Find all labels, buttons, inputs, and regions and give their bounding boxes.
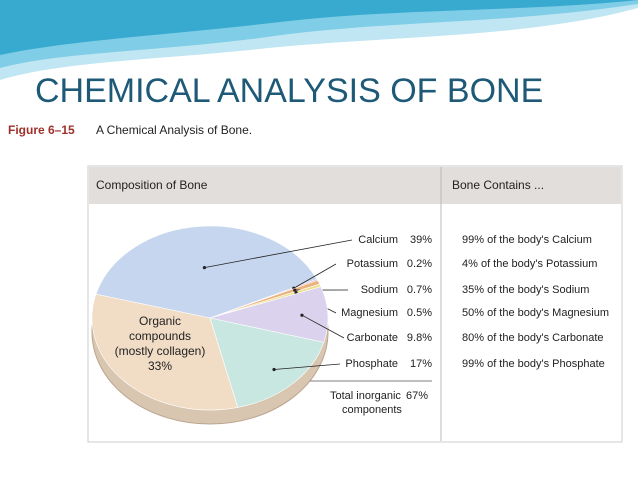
table-row: 99% of the body's Phosphate [462,358,605,370]
leader-dot [203,266,206,269]
slice-value: 39% [410,234,432,246]
slide-title: CHEMICAL ANALYSIS OF BONE [35,72,543,110]
slice-name: Calcium [358,234,398,246]
slice-name: Potassium [347,258,398,270]
figure-caption: A Chemical Analysis of Bone. [96,123,252,137]
slice-name: Carbonate [347,332,398,344]
slice-value: 0.2% [407,258,432,270]
annotation-value: 67% [406,390,428,402]
slice-value: 17% [410,358,432,370]
slice-name: Magnesium [341,307,398,319]
table-row: 4% of the body's Potassium [462,258,597,270]
table-row: 99% of the body's Calcium [462,234,592,246]
chart-header: Composition of Bone [96,178,208,192]
figure-label: Figure 6–15 [8,123,75,137]
slice-name: Sodium [361,284,398,296]
slice-value: 0.5% [407,307,432,319]
slice-value: 33% [148,359,172,373]
leader-dot [300,314,303,317]
table-row: 50% of the body's Magnesium [462,307,609,319]
slice-value: 9.8% [407,332,432,344]
table-row: 35% of the body's Sodium [462,284,589,296]
slice-value: 0.7% [407,284,432,296]
slice-name: Phosphate [345,358,398,370]
table-header: Bone Contains ... [452,178,544,192]
leader-dot [272,368,275,371]
table-row: 80% of the body's Carbonate [462,332,604,344]
